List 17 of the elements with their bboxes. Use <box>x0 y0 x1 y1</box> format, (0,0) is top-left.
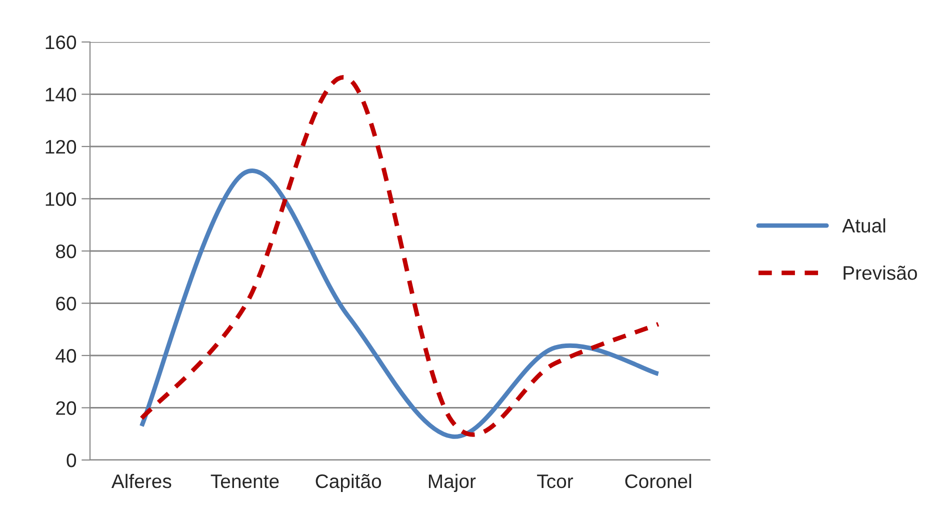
y-tick-label: 20 <box>56 401 76 415</box>
y-tick-label: 0 <box>66 453 76 468</box>
x-tick-label: Alferes <box>111 474 172 488</box>
x-tick-label: Tcor <box>537 474 574 488</box>
y-tick-label: 80 <box>56 244 76 258</box>
y-tick-label: 40 <box>56 348 76 363</box>
y-tick-label: 160 <box>46 35 76 50</box>
y-tick-label: 140 <box>46 88 76 102</box>
y-tick-label: 120 <box>46 140 76 154</box>
x-tick-label: Capitão <box>316 474 382 492</box>
y-tick-label: 60 <box>56 296 76 310</box>
legend-label: Atual <box>842 218 886 233</box>
y-tick-label: 100 <box>46 192 76 206</box>
x-tick-label: Tenente <box>210 474 279 488</box>
legend-label: Previsão <box>844 266 917 280</box>
x-tick-label: Major <box>428 474 476 492</box>
x-tick-label: Coronel <box>625 474 692 488</box>
